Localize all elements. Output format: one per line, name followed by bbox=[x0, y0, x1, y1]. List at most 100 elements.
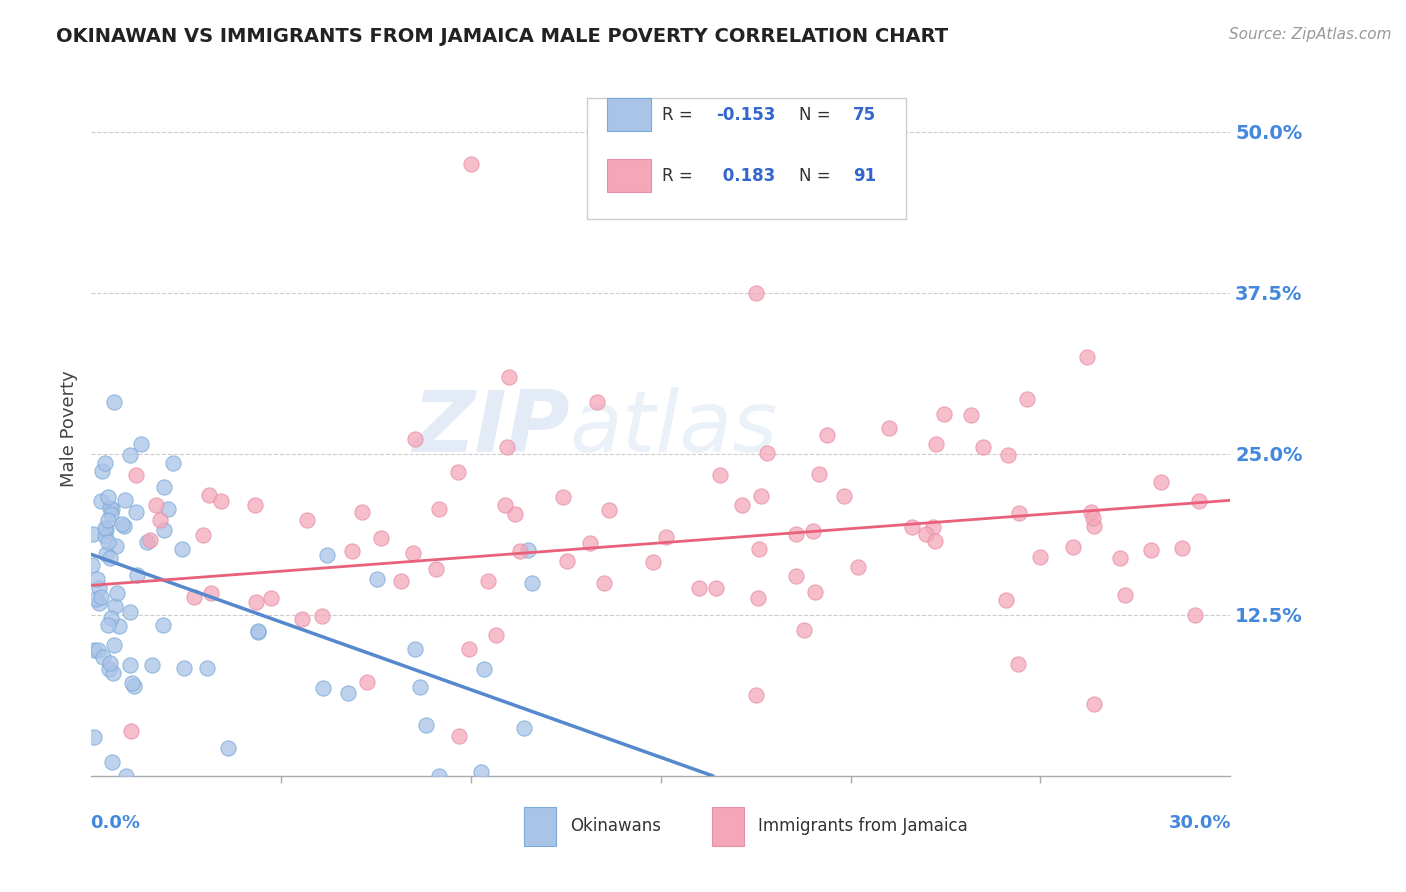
Bar bbox=[524, 807, 555, 846]
Point bbox=[932, 407, 955, 421]
Point bbox=[1184, 608, 1206, 623]
Point bbox=[995, 593, 1018, 607]
Bar bbox=[607, 159, 651, 193]
Bar bbox=[607, 98, 651, 131]
Point bbox=[97, 662, 120, 676]
Point bbox=[149, 513, 172, 527]
Point bbox=[247, 624, 270, 638]
Point bbox=[162, 456, 184, 470]
Point bbox=[1187, 494, 1209, 508]
Point bbox=[82, 558, 104, 572]
Point bbox=[834, 489, 856, 503]
Point bbox=[457, 642, 479, 657]
Point bbox=[101, 665, 124, 680]
Point bbox=[785, 527, 807, 541]
Point bbox=[120, 658, 142, 673]
Point bbox=[801, 524, 824, 538]
Point bbox=[494, 498, 516, 512]
Point bbox=[592, 575, 614, 590]
Point bbox=[145, 498, 167, 512]
Point bbox=[1081, 511, 1104, 525]
Point bbox=[848, 560, 870, 574]
Text: OKINAWAN VS IMMIGRANTS FROM JAMAICA MALE POVERTY CORRELATION CHART: OKINAWAN VS IMMIGRANTS FROM JAMAICA MALE… bbox=[56, 27, 949, 45]
Point bbox=[91, 650, 114, 665]
Point bbox=[97, 513, 120, 527]
Point bbox=[94, 523, 117, 537]
Point bbox=[402, 546, 425, 560]
Point bbox=[100, 507, 122, 521]
Text: N =: N = bbox=[799, 106, 835, 124]
Text: 75: 75 bbox=[853, 106, 876, 124]
Point bbox=[139, 533, 162, 547]
Point bbox=[793, 624, 815, 638]
Point bbox=[389, 574, 412, 588]
Point bbox=[1109, 551, 1132, 566]
Point bbox=[315, 548, 337, 562]
Point bbox=[82, 527, 104, 541]
Point bbox=[127, 567, 149, 582]
Point bbox=[291, 612, 314, 626]
Point bbox=[404, 432, 426, 446]
Point bbox=[472, 662, 495, 676]
Point bbox=[704, 581, 727, 595]
Point bbox=[86, 572, 108, 586]
Text: N =: N = bbox=[799, 167, 835, 185]
Point bbox=[98, 551, 121, 566]
Point bbox=[105, 586, 128, 600]
Point bbox=[120, 723, 142, 738]
Point bbox=[103, 638, 125, 652]
Point bbox=[1076, 350, 1098, 364]
Point bbox=[815, 427, 838, 442]
Point bbox=[370, 531, 392, 545]
Point bbox=[97, 618, 120, 632]
Point bbox=[90, 464, 112, 478]
Point bbox=[103, 395, 125, 409]
Point bbox=[90, 494, 112, 508]
Point bbox=[98, 501, 121, 516]
Point bbox=[960, 409, 983, 423]
Point bbox=[804, 585, 827, 599]
Point bbox=[495, 440, 517, 454]
Point bbox=[153, 480, 176, 494]
Point bbox=[513, 721, 536, 735]
Point bbox=[1007, 657, 1029, 671]
Point bbox=[104, 599, 127, 613]
Point bbox=[509, 544, 531, 558]
Point bbox=[94, 456, 117, 470]
Point bbox=[427, 501, 450, 516]
Point bbox=[125, 468, 148, 483]
Point bbox=[111, 517, 134, 532]
Point bbox=[1140, 542, 1163, 557]
Point bbox=[104, 539, 127, 553]
Point bbox=[997, 448, 1019, 462]
Text: ZIP: ZIP bbox=[412, 386, 569, 470]
Point bbox=[578, 536, 600, 550]
Point bbox=[1015, 392, 1038, 406]
Point bbox=[352, 506, 374, 520]
Point bbox=[243, 498, 266, 512]
Point bbox=[115, 769, 138, 783]
Point bbox=[125, 505, 148, 519]
Point bbox=[366, 572, 388, 586]
Point bbox=[1150, 475, 1173, 489]
Point bbox=[183, 590, 205, 604]
Text: R =: R = bbox=[662, 106, 697, 124]
Point bbox=[260, 591, 283, 606]
Text: Immigrants from Jamaica: Immigrants from Jamaica bbox=[758, 817, 967, 836]
Point bbox=[745, 688, 768, 702]
Point bbox=[89, 596, 111, 610]
Point bbox=[555, 554, 578, 568]
Point bbox=[129, 436, 152, 450]
Point bbox=[83, 730, 105, 744]
Point bbox=[83, 643, 105, 657]
Text: Source: ZipAtlas.com: Source: ZipAtlas.com bbox=[1229, 27, 1392, 42]
Point bbox=[121, 676, 143, 690]
Point bbox=[745, 285, 768, 300]
Point bbox=[87, 642, 110, 657]
Text: 0.183: 0.183 bbox=[717, 167, 775, 185]
Point bbox=[108, 619, 131, 633]
Point bbox=[197, 488, 219, 502]
Text: 0.0%: 0.0% bbox=[90, 814, 141, 832]
Point bbox=[152, 617, 174, 632]
Point bbox=[122, 679, 145, 693]
